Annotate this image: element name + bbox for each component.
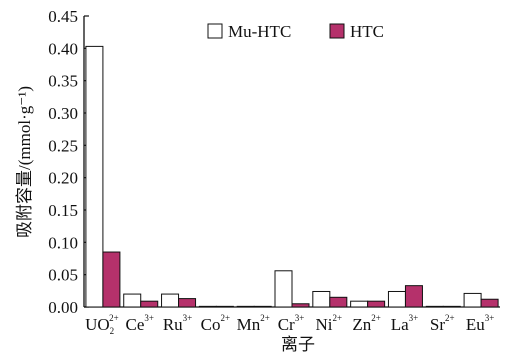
x-tick-label-base: Co <box>201 315 221 334</box>
bar-mu-htc-sr <box>425 305 444 308</box>
bar-mu-htc-co <box>198 305 217 308</box>
bar-mu-htc-ru <box>161 293 180 308</box>
x-tick-label-base: Ni <box>316 315 333 334</box>
x-tick-label-base: Ru <box>163 315 183 334</box>
x-tick-label-zn: Zn2+ <box>352 313 380 334</box>
bars <box>85 45 499 308</box>
x-tick-label-base: Eu <box>466 315 485 334</box>
bar-htc-uo <box>102 251 121 308</box>
bar-htc-ru <box>178 298 197 308</box>
x-tick-label-superscript: 2+ <box>220 313 230 323</box>
legend-swatch-htc <box>329 23 345 39</box>
x-tick-label-base: Ce <box>125 315 144 334</box>
bar-mu-htc-mn <box>236 305 255 308</box>
legend-label-mu-htc: Mu-HTC <box>228 22 291 41</box>
legend-swatch-mu-htc <box>207 23 223 39</box>
bar-mu-htc-ce <box>123 293 142 308</box>
x-tick-label-superscript: 2+ <box>109 313 119 323</box>
x-tick-label-superscript: 2+ <box>445 313 455 323</box>
y-tick-label: 0.15 <box>48 201 78 220</box>
bar-htc-co <box>215 305 234 308</box>
bar-mu-htc-uo <box>85 45 104 308</box>
y-axis-label: 吸附容量/(mmol·g⁻¹) <box>15 86 34 238</box>
y-tick-label: 0.30 <box>48 104 78 123</box>
bar-mu-htc-la <box>387 290 406 308</box>
bar-mu-htc-cr <box>274 270 293 308</box>
x-tick-label-ru: Ru3+ <box>163 313 192 334</box>
x-tick-label-base: Sr <box>430 315 445 334</box>
bar-htc-sr <box>442 305 461 308</box>
x-tick-label-base: La <box>391 315 409 334</box>
y-tick-label: 0.00 <box>48 298 78 317</box>
x-tick-label-ce: Ce3+ <box>125 313 153 334</box>
x-tick-label-base: Zn <box>352 315 371 334</box>
x-tick-label-superscript: 2+ <box>371 313 381 323</box>
legend-label-htc: HTC <box>350 22 384 41</box>
x-axis-label: 离子 <box>281 335 315 354</box>
x-tick-label-cr: Cr3+ <box>278 313 305 334</box>
x-tick-label-superscript: 2+ <box>333 313 343 323</box>
bar-htc-la <box>404 285 423 308</box>
bar-mu-htc-eu <box>463 292 482 308</box>
x-tick-label-base: Mn <box>237 315 261 334</box>
y-tick-label: 0.05 <box>48 266 78 285</box>
bar-mu-htc-ni <box>312 290 331 308</box>
legend: Mu-HTC HTC <box>207 22 384 41</box>
bar-htc-mn <box>253 305 272 308</box>
x-tick-label-superscript: 3+ <box>409 313 419 323</box>
bar-htc-ce <box>140 300 159 308</box>
bar-htc-zn <box>367 300 386 308</box>
y-tick-label: 0.35 <box>48 72 78 91</box>
x-tick-label-sr: Sr2+ <box>430 313 455 334</box>
x-tick-label-uo: UO2 2+ <box>85 313 119 336</box>
x-tick-label-superscript: 3+ <box>144 313 154 323</box>
x-tick-label-base: UO <box>85 315 110 334</box>
x-tick-label-superscript: 3+ <box>485 313 495 323</box>
x-tick-label-superscript: 3+ <box>183 313 193 323</box>
x-tick-label-mn: Mn2+ <box>237 313 270 334</box>
bar-mu-htc-zn <box>350 300 369 308</box>
y-tick-label: 0.10 <box>48 233 78 252</box>
plot-frame <box>83 16 500 308</box>
bar-htc-ni <box>329 296 348 308</box>
y-tick-label: 0.25 <box>48 136 78 155</box>
bar-htc-cr <box>291 303 310 308</box>
y-tick-label: 0.45 <box>48 7 78 26</box>
x-tick-label-subscript: 2 <box>110 326 115 336</box>
x-tick-label-superscript: 2+ <box>260 313 270 323</box>
bar-htc-eu <box>480 298 499 308</box>
x-tick-label-base: Cr <box>278 315 295 334</box>
x-tick-label-eu: Eu3+ <box>466 313 494 334</box>
x-tick-label-superscript: 3+ <box>295 313 305 323</box>
y-axis-ticks: 0.00 0.05 0.10 0.15 0.20 0.25 0.30 0.35 0.40 0.45 <box>48 7 89 317</box>
x-axis-ticks: UO22+ Ce3+ Ru3+ Co2+ Mn2+ Cr3+ Ni2+ Zn2+ La3+ Sr2… <box>85 313 494 336</box>
x-tick-label-la: La3+ <box>391 313 419 334</box>
x-tick-label-ni: Ni2+ <box>316 313 343 334</box>
y-tick-label: 0.20 <box>48 169 78 188</box>
x-tick-label-co: Co2+ <box>201 313 230 334</box>
y-tick-label: 0.40 <box>48 39 78 58</box>
